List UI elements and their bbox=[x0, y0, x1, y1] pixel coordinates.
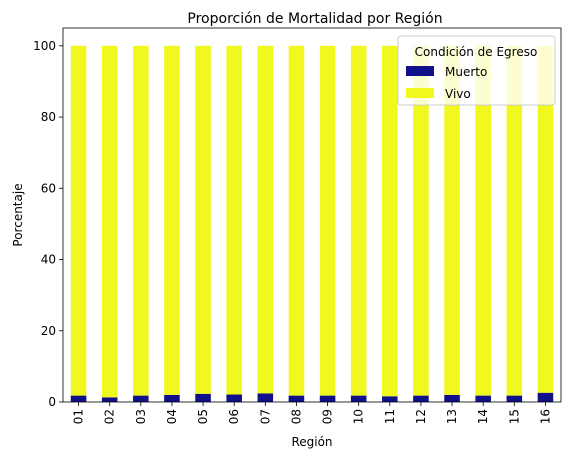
y-tick-label: 100 bbox=[33, 39, 56, 53]
x-tick-label: 09 bbox=[321, 409, 335, 424]
x-tick-label: 01 bbox=[72, 409, 86, 424]
bar-muerto-13 bbox=[444, 394, 460, 402]
x-tick-label: 03 bbox=[134, 409, 148, 424]
plot-area bbox=[70, 45, 554, 402]
bar-muerto-04 bbox=[164, 394, 180, 402]
y-axis: 0 20 40 60 80 100 bbox=[33, 39, 63, 409]
x-tick-label: 15 bbox=[507, 409, 521, 424]
y-tick-label: 20 bbox=[41, 324, 56, 338]
bar-vivo-01 bbox=[70, 45, 87, 396]
x-axis-label: Región bbox=[291, 435, 332, 449]
x-tick-label: 06 bbox=[227, 409, 241, 424]
bar-muerto-06 bbox=[226, 394, 242, 402]
bar-vivo-11 bbox=[382, 45, 398, 397]
x-tick-label: 11 bbox=[383, 409, 397, 424]
bar-muerto-10 bbox=[350, 395, 367, 402]
y-tick-label: 0 bbox=[48, 395, 56, 409]
bar-muerto-09 bbox=[319, 395, 336, 402]
legend-box bbox=[397, 35, 556, 106]
bar-vivo-09 bbox=[319, 45, 336, 396]
x-axis: 01 02 03 04 05 06 07 08 09 10 11 12 13 14 15 16 bbox=[72, 402, 552, 424]
bar-vivo-16 bbox=[537, 45, 554, 393]
bar-vivo-03 bbox=[133, 45, 149, 396]
x-tick-label: 13 bbox=[445, 409, 459, 424]
x-tick-label: 14 bbox=[476, 409, 490, 424]
bar-vivo-04 bbox=[164, 45, 180, 395]
bar-vivo-05 bbox=[195, 45, 211, 394]
bar-vivo-02 bbox=[101, 45, 118, 398]
bar-vivo-07 bbox=[257, 45, 274, 394]
y-tick-label: 60 bbox=[41, 181, 56, 195]
legend-swatch-muerto bbox=[406, 66, 434, 76]
bar-vivo-15 bbox=[506, 45, 523, 396]
bar-muerto-08 bbox=[288, 395, 305, 402]
bar-vivo-06 bbox=[226, 45, 242, 395]
bar-muerto-12 bbox=[413, 395, 429, 402]
x-tick-label: 12 bbox=[414, 409, 428, 424]
bar-muerto-05 bbox=[195, 393, 211, 402]
bar-muerto-15 bbox=[506, 395, 523, 402]
y-tick-label: 40 bbox=[41, 253, 56, 267]
legend-title: Condición de Egreso bbox=[415, 45, 538, 59]
bar-muerto-01 bbox=[70, 395, 87, 402]
bar-muerto-07 bbox=[257, 393, 274, 402]
x-tick-label: 07 bbox=[258, 409, 272, 424]
legend-label-vivo: Vivo bbox=[445, 87, 471, 101]
bar-vivo-14 bbox=[475, 45, 491, 396]
bar-vivo-13 bbox=[444, 45, 460, 395]
x-tick-label: 16 bbox=[538, 409, 552, 424]
bar-vivo-10 bbox=[350, 45, 367, 396]
plot-frame bbox=[62, 27, 562, 403]
bar-vivo-12 bbox=[413, 45, 429, 396]
bar-muerto-03 bbox=[133, 395, 149, 402]
legend-label-muerto: Muerto bbox=[445, 65, 487, 79]
legend-swatch-vivo bbox=[406, 88, 434, 98]
x-tick-label: 05 bbox=[196, 409, 210, 424]
y-axis-label: Porcentaje bbox=[11, 183, 25, 246]
bar-muerto-14 bbox=[475, 395, 491, 402]
x-tick-label: 08 bbox=[289, 409, 303, 424]
x-tick-label: 04 bbox=[165, 409, 179, 424]
bar-muerto-02 bbox=[101, 397, 118, 402]
bar-muerto-11 bbox=[382, 396, 398, 402]
bar-muerto-16 bbox=[537, 392, 554, 402]
legend: Condición de Egreso Muerto Vivo bbox=[397, 35, 556, 106]
bar-vivo-08 bbox=[288, 45, 305, 396]
x-tick-label: 10 bbox=[352, 409, 366, 424]
x-tick-label: 02 bbox=[103, 409, 117, 424]
y-tick-label: 80 bbox=[41, 110, 56, 124]
chart-title: Proporción de Mortalidad por Región bbox=[187, 11, 442, 27]
